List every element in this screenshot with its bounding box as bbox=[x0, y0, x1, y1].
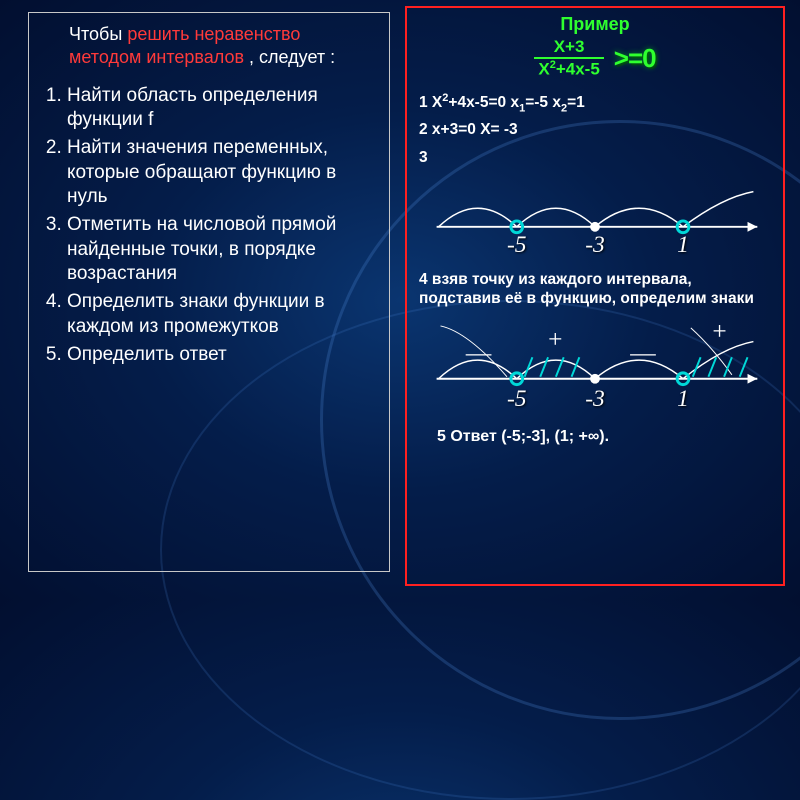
equation-lines: 1 X2+4x-5=0 x1=-5 x2=1 2 x+3=0 X= -3 3 bbox=[419, 90, 771, 171]
step-item: Определить знаки функции в каждом из про… bbox=[67, 290, 375, 339]
nl1-p1: -5 bbox=[507, 232, 527, 257]
den-pre: X bbox=[538, 60, 549, 79]
step-item: Определить ответ bbox=[67, 343, 375, 367]
l1c: +4x-5=0 x bbox=[448, 94, 519, 111]
nl2-p3: 1 bbox=[677, 386, 689, 412]
eq-line-2: 2 x+3=0 X= -3 bbox=[419, 118, 771, 143]
nl2-p1: -5 bbox=[507, 386, 527, 412]
den-post: +4x-5 bbox=[556, 60, 600, 79]
number-line-2: — + — + -5 -3 1 bbox=[419, 317, 771, 417]
left-panel: Чтобы решить неравенство методом интерва… bbox=[28, 12, 390, 572]
sign-3: — bbox=[629, 339, 656, 367]
example-title: Пример bbox=[419, 14, 771, 35]
l1g: =1 bbox=[567, 94, 585, 111]
number-line-1: -5 -3 1 bbox=[419, 179, 771, 257]
numerator: X+3 bbox=[534, 37, 603, 57]
title-suffix: , следует : bbox=[244, 47, 335, 67]
denominator: X2+4x-5 bbox=[534, 57, 603, 80]
l1e: =-5 x bbox=[525, 94, 561, 111]
fraction: X+3 X2+4x-5 bbox=[534, 37, 603, 80]
sign-4: + bbox=[712, 317, 726, 345]
answer-line: 5 Ответ (-5;-3], (1; +∞). bbox=[419, 428, 771, 446]
sign-1: — bbox=[465, 339, 492, 367]
right-panel: Пример X+3 X2+4x-5 >=0 1 X2+4x-5=0 x1=-5… bbox=[405, 6, 785, 586]
nl1-p2: -3 bbox=[585, 232, 605, 257]
sign-2: + bbox=[548, 325, 562, 353]
step-item: Найти значения переменных, которые обращ… bbox=[67, 136, 375, 209]
ge-zero: >=0 bbox=[614, 43, 656, 74]
eq-line-1: 1 X2+4x-5=0 x1=-5 x2=1 bbox=[419, 90, 771, 118]
step-item: Отметить на числовой прямой найденные то… bbox=[67, 213, 375, 286]
step-item: Найти область определения функции f bbox=[67, 84, 375, 133]
step-4-text: 4 взяв точку из каждого интервала, подст… bbox=[419, 270, 771, 309]
steps-list: Найти область определения функции f Найт… bbox=[43, 84, 375, 367]
eq-line-3: 3 bbox=[419, 146, 771, 171]
fraction-row: X+3 X2+4x-5 >=0 bbox=[419, 37, 771, 80]
nl1-p3: 1 bbox=[677, 232, 689, 257]
l1a: 1 X bbox=[419, 94, 442, 111]
left-title: Чтобы решить неравенство методом интерва… bbox=[43, 23, 375, 70]
title-prefix: Чтобы bbox=[69, 24, 127, 44]
nl2-p2: -3 bbox=[585, 386, 605, 412]
